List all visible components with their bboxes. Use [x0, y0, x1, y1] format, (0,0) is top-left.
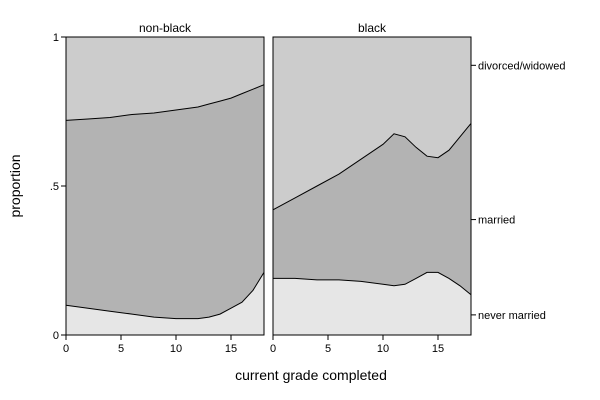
x-tick-label-black-5: 5: [325, 343, 331, 355]
band-never-married-black: [273, 272, 471, 335]
boundary-never-married-black: [273, 271, 472, 296]
y-axis-label: proportion: [7, 154, 23, 217]
category-label-married: married: [478, 215, 515, 227]
x-tick-label-black-10: 10: [377, 343, 389, 355]
y-tick-label-1: 1: [53, 32, 59, 44]
y-tick-label-0: 0: [53, 330, 59, 342]
boundary-married-black: [272, 123, 472, 211]
x-tick-label-black-15: 15: [432, 343, 444, 355]
band-never-married-non-black: [66, 272, 264, 335]
panel-title-non-black: non-black: [139, 21, 192, 35]
x-tick-label-non-black-0: 0: [63, 343, 69, 355]
x-tick-label-black-0: 0: [270, 343, 276, 355]
x-tick-label-non-black-5: 5: [118, 343, 124, 355]
panel-black: black 0 5 10 15: [270, 21, 472, 355]
y-tick-label-0.5: .5: [50, 181, 59, 193]
panel-non-black: non-black 0 5 10 15: [63, 21, 265, 355]
boundary-never-married-non-black: [65, 272, 265, 320]
category-label-divorced-widowed: divorced/widowed: [478, 60, 565, 72]
band-married-non-black: [66, 84, 264, 319]
panel-title-black: black: [358, 21, 387, 35]
boundary-married-non-black: [65, 84, 265, 121]
panel-frame-black: [272, 36, 472, 336]
category-label-never-married: never married: [478, 310, 546, 322]
x-tick-label-non-black-10: 10: [170, 343, 182, 355]
band-married-black: [273, 123, 471, 295]
x-axis-label: current grade completed: [235, 367, 387, 383]
x-tick-label-non-black-15: 15: [225, 343, 237, 355]
